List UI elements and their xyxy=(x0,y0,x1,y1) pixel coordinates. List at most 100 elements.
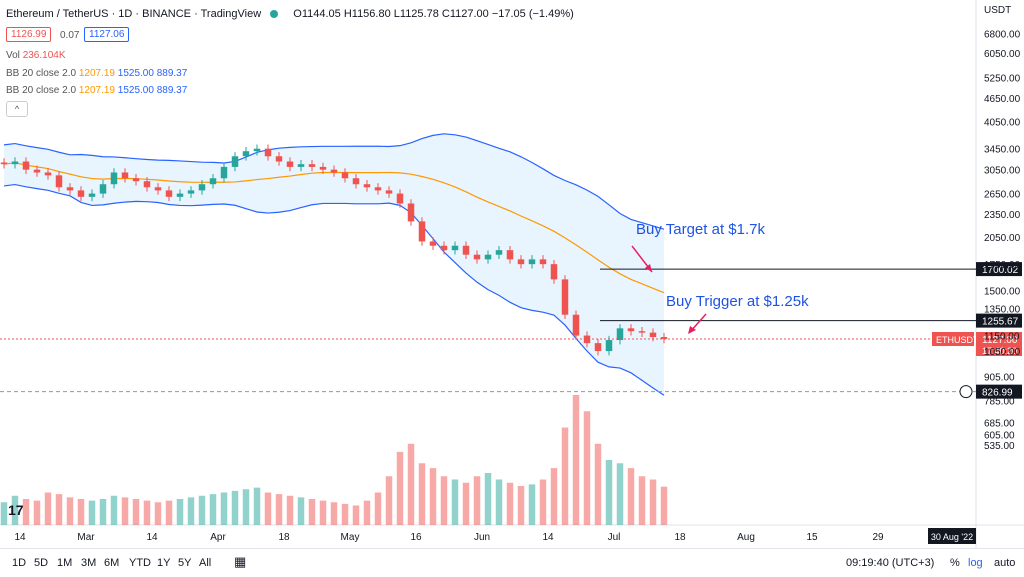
candle-body xyxy=(528,259,536,265)
candle-body xyxy=(275,156,283,162)
timeframe-6m[interactable]: 6M xyxy=(104,557,120,569)
candle-body xyxy=(11,161,19,165)
arrow-head xyxy=(645,264,652,272)
price-tick: 2050.00 xyxy=(984,233,1021,244)
candles xyxy=(0,144,668,356)
volume-bar xyxy=(88,500,96,525)
volume-bar xyxy=(275,494,283,525)
time-tick: 18 xyxy=(278,532,290,543)
price-axis[interactable]: 6800.00 6050.00 5250.00 4650.00 4050.00 3450.… xyxy=(984,5,1021,452)
ohlc-readout: O1144.05 H1156.80 L1125.78 C1127.00 −17.… xyxy=(293,8,574,20)
volume-bar xyxy=(638,476,646,525)
price-tick: 785.00 xyxy=(984,397,1015,408)
countdown: 17:40:20 xyxy=(982,346,1017,356)
price-tick: 535.00 xyxy=(984,441,1015,452)
price-tick: 5250.00 xyxy=(984,73,1021,84)
candle-body xyxy=(0,162,8,165)
time-tick: 14 xyxy=(146,532,158,543)
last-price: 1127.00 xyxy=(982,335,1018,346)
candle-body xyxy=(638,331,646,333)
candle-body xyxy=(407,203,415,222)
hline-price-box xyxy=(976,384,1022,399)
bb-legend-2[interactable]: BB 20 close 2.0 1207.19 1525.00 889.37 xyxy=(6,85,187,96)
bb-upper: 1525.00 xyxy=(117,85,154,96)
candle-body xyxy=(77,190,85,197)
percent-toggle[interactable]: % xyxy=(950,557,960,569)
time-axis[interactable]: 14 Mar 14 Apr 18 May 16 Jun 14 Jul 18 Aug 15 29 30 Aug… xyxy=(14,528,976,544)
volume-bar xyxy=(605,460,613,525)
collapse-legend-button[interactable]: ^ xyxy=(6,101,28,117)
bb-upper: 1525.00 xyxy=(117,68,154,79)
clock[interactable]: 09:19:40 (UTC+3) xyxy=(846,557,935,569)
volume-bar xyxy=(418,463,426,525)
candle-body xyxy=(539,259,547,265)
volume-bar xyxy=(352,505,360,525)
candle-body xyxy=(121,172,129,179)
timeframe-3m[interactable]: 3M xyxy=(81,557,97,569)
candle-body xyxy=(660,337,668,340)
candle-body xyxy=(187,190,195,194)
bb-label: BB 20 close 2.0 xyxy=(6,85,77,96)
bb-legend-1[interactable]: BB 20 close 2.0 1207.19 1525.00 889.37 xyxy=(6,68,187,79)
plus-icon xyxy=(959,385,973,399)
sell-price-box[interactable]: 1126.99 xyxy=(6,27,52,42)
volume-bar xyxy=(22,499,30,525)
candle-body xyxy=(176,193,184,197)
volume-bar xyxy=(132,499,140,525)
volume-bar xyxy=(264,492,272,525)
symbol-title[interactable]: Ethereum / TetherUS · 1D · BINANCE · Tra… xyxy=(6,8,262,20)
volume-bar xyxy=(165,500,173,525)
timeframe-1y[interactable]: 1Y xyxy=(157,557,171,569)
time-tick: 14 xyxy=(14,532,26,543)
date-range-icon[interactable]: ▦ xyxy=(234,554,247,569)
volume-bars xyxy=(0,395,668,525)
candle-body xyxy=(396,193,404,204)
volume-legend[interactable]: Vol 236.104K xyxy=(6,50,66,61)
candle-body xyxy=(165,190,173,197)
volume-bar xyxy=(319,500,327,525)
candle-body xyxy=(594,343,602,352)
timeframe-1d[interactable]: 1D xyxy=(12,557,27,569)
candle-body xyxy=(605,340,613,352)
volume-bar xyxy=(44,492,52,525)
price-tick: 3050.00 xyxy=(984,166,1021,177)
candle-body xyxy=(297,164,305,167)
time-tick: May xyxy=(341,532,360,543)
candle-body xyxy=(649,332,657,338)
hline-price-box xyxy=(976,313,1022,328)
volume-bar xyxy=(539,479,547,525)
last-price-box xyxy=(976,332,1022,357)
auto-toggle[interactable]: auto xyxy=(994,557,1016,569)
volume-bar xyxy=(484,473,492,525)
volume-bar xyxy=(616,463,624,525)
volume-bar xyxy=(77,499,85,525)
volume-bar xyxy=(594,443,602,525)
time-tick: 18 xyxy=(674,532,686,543)
volume-bar xyxy=(33,500,41,525)
log-toggle[interactable]: log xyxy=(968,557,983,569)
volume-bar xyxy=(99,499,107,525)
arrow-head xyxy=(688,326,696,334)
volume-bar xyxy=(121,497,129,525)
buy-price-box[interactable]: 1127.06 xyxy=(84,27,130,42)
timeframe-5y[interactable]: 5Y xyxy=(178,557,192,569)
price-chart[interactable]: 1700.02 1255.67 826.99 ETHUSDT 1127.0017:40:… xyxy=(0,0,1024,548)
volume-bar xyxy=(473,476,481,525)
chart-header: Ethereum / TetherUS · 1D · BINANCE · Tra… xyxy=(6,8,574,20)
timeframe-ytd[interactable]: YTD xyxy=(129,557,151,569)
candle-body xyxy=(132,178,140,182)
timeframe-1m[interactable]: 1M xyxy=(57,557,73,569)
price-tick: 4050.00 xyxy=(984,117,1021,128)
bottom-toolbar: 1D 5D 1M 3M 6M YTD 1Y 5Y All ▦ 09:19:40 … xyxy=(0,548,1024,577)
candle-body xyxy=(33,169,41,173)
hline-price: 826.99 xyxy=(982,388,1013,399)
volume-bar xyxy=(429,468,437,525)
volume-bar xyxy=(143,500,151,525)
hline-price: 1255.67 xyxy=(982,317,1019,328)
time-tick: Aug xyxy=(737,532,755,543)
timeframe-5d[interactable]: 5D xyxy=(34,557,49,569)
volume-bar xyxy=(561,427,569,525)
timeframe-all[interactable]: All xyxy=(199,557,212,569)
price-tick: 605.00 xyxy=(984,430,1015,441)
price-tick: 6800.00 xyxy=(984,29,1021,40)
